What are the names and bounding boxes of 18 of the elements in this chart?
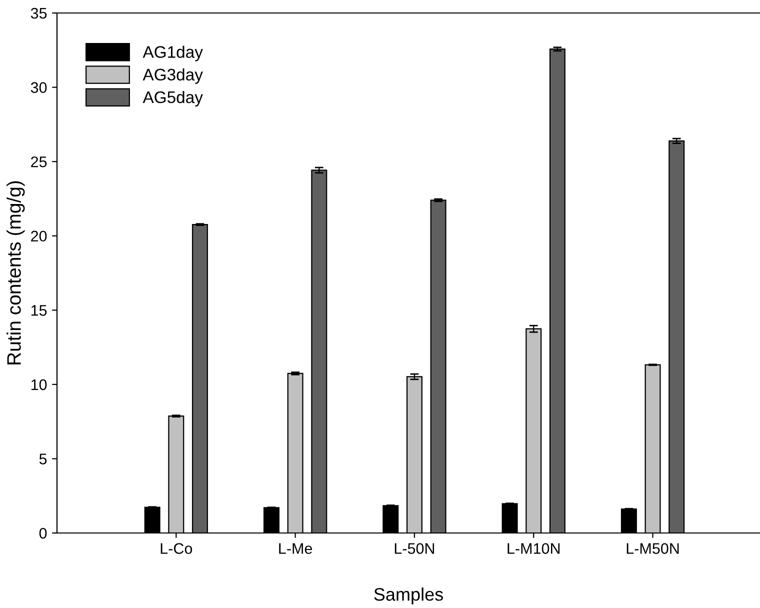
y-tick-label: 5 (39, 454, 47, 464)
legend-label: AG1day (142, 46, 203, 62)
x-tick-label: L-50N (394, 543, 434, 554)
y-tick-label: 15 (31, 305, 47, 316)
y-tick-label: 10 (31, 379, 47, 390)
y-tick-label: 35 (30, 8, 47, 19)
y-tick-label: 20 (31, 230, 47, 242)
x-tick-label: L-Me (279, 543, 312, 554)
y-axis-title: Rutin contents (mg/g) (6, 181, 25, 364)
x-axis-title: Samples (374, 588, 443, 604)
y-tick-label: 0 (39, 528, 47, 539)
y-tick-label: 25 (31, 156, 47, 168)
legend-label: AG5day (142, 90, 203, 106)
x-tick-label: L-Co (160, 543, 192, 554)
y-tick-label: 30 (30, 82, 47, 93)
legend-label: AG3day (142, 68, 203, 84)
x-tick-label: L-M50N (626, 543, 679, 554)
x-tick-label: L-M10N (508, 543, 560, 554)
